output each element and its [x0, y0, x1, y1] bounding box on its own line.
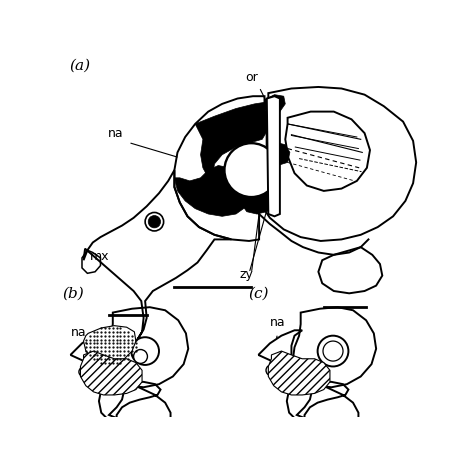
- Polygon shape: [267, 96, 280, 216]
- Polygon shape: [268, 351, 330, 395]
- Text: (a): (a): [70, 59, 91, 73]
- Circle shape: [131, 337, 159, 365]
- Circle shape: [145, 212, 164, 231]
- Text: or: or: [245, 71, 258, 84]
- Text: na: na: [71, 326, 86, 339]
- Circle shape: [134, 350, 147, 363]
- Circle shape: [266, 365, 277, 376]
- Polygon shape: [241, 183, 278, 214]
- Circle shape: [323, 341, 343, 361]
- Text: zy: zy: [239, 268, 253, 281]
- Text: (c): (c): [248, 286, 269, 300]
- Polygon shape: [264, 95, 285, 114]
- Polygon shape: [264, 142, 290, 166]
- Circle shape: [225, 143, 278, 197]
- Text: na: na: [108, 127, 124, 140]
- Polygon shape: [81, 351, 142, 395]
- Polygon shape: [83, 326, 136, 363]
- Text: na: na: [270, 315, 285, 329]
- Circle shape: [79, 367, 88, 376]
- Polygon shape: [174, 166, 251, 216]
- Circle shape: [318, 336, 348, 366]
- Circle shape: [148, 216, 161, 228]
- Text: (b): (b): [63, 286, 84, 300]
- Text: mx: mx: [90, 250, 109, 263]
- Polygon shape: [195, 102, 267, 187]
